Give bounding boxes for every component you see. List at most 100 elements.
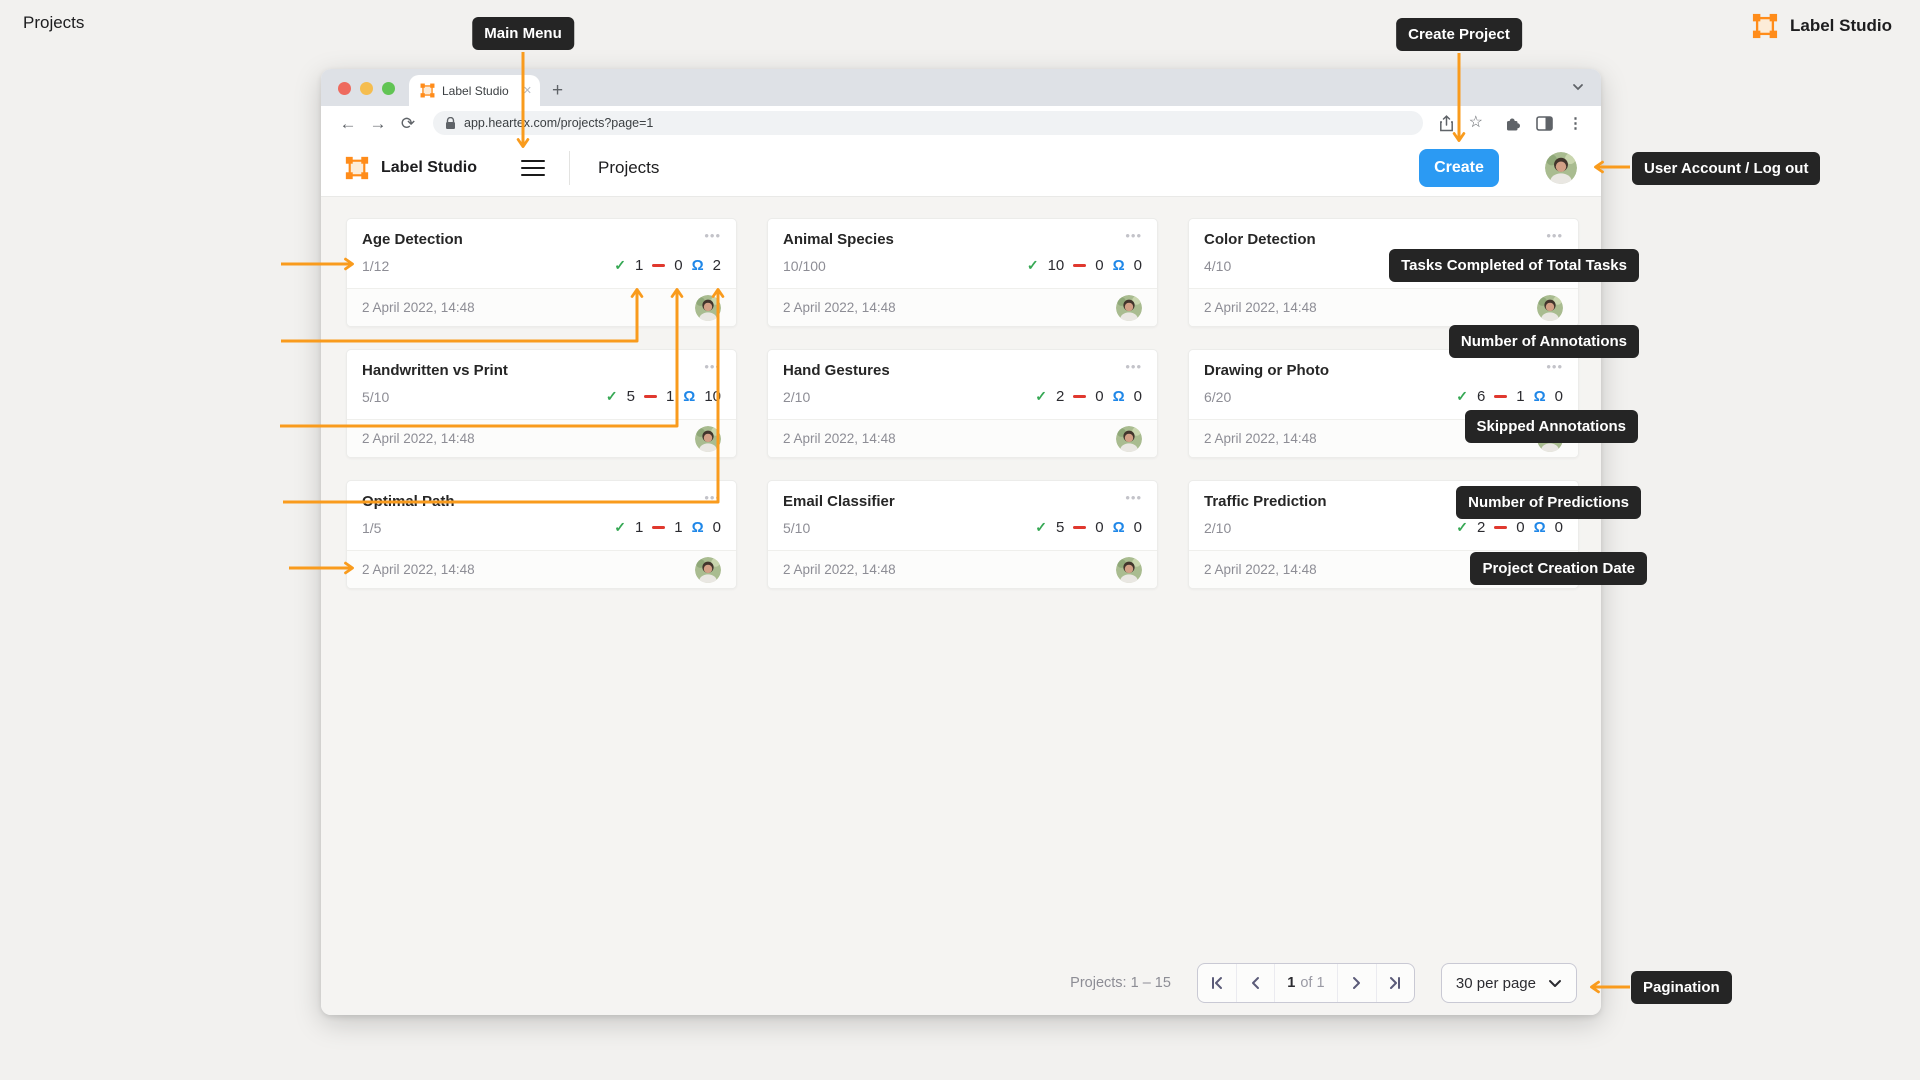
close-window-icon[interactable] [338,82,351,95]
previous-page-button[interactable] [1235,964,1274,1002]
new-tab-button[interactable]: + [552,80,564,101]
chevron-down-icon [1549,979,1561,987]
project-card[interactable]: Animal Species ••• 10/100 ✓ 10 0 Ω 0 [767,218,1158,327]
browser-tab[interactable]: Label Studio ✕ [409,75,540,106]
project-avatar [695,294,721,321]
card-menu-icon[interactable]: ••• [1546,228,1563,243]
browser-toolbar: ← → ⟳ app.heartex.com/projects?page=1 ☆ … [321,106,1601,140]
brand: Label Studio [1752,13,1892,39]
project-card[interactable]: Age Detection ••• 1/12 ✓ 1 0 Ω 2 2 A [346,218,737,327]
browser-menu-kebab-icon[interactable]: ⋮ [1568,114,1583,132]
skipped-minus-icon [1073,395,1087,398]
back-button[interactable]: ← [339,113,357,133]
extensions-puzzle-icon[interactable] [1504,115,1521,132]
project-avatar [1116,294,1142,321]
skipped-minus-icon [643,395,657,398]
predictions-count: 0 [1133,519,1142,536]
project-title: Drawing or Photo [1204,362,1329,379]
tab-search-chevron-icon[interactable] [1571,80,1585,94]
project-creation-date: 2 April 2022, 14:48 [1204,562,1317,577]
card-menu-icon[interactable]: ••• [1125,490,1142,505]
refresh-button[interactable]: ⟳ [400,113,416,133]
card-menu-icon[interactable]: ••• [1546,359,1563,374]
project-creation-date: 2 April 2022, 14:48 [783,431,896,446]
project-creation-date: 2 April 2022, 14:48 [1204,300,1317,315]
side-panel-icon[interactable] [1536,115,1553,131]
predictions-count: 2 [712,257,721,274]
brand-name: Label Studio [1790,16,1892,35]
url-bar[interactable]: app.heartex.com/projects?page=1 [433,111,1423,135]
window-controls[interactable] [338,82,395,95]
skipped-count: 0 [1095,519,1104,536]
callout-main-menu: Main Menu [472,17,574,50]
per-page-value: 30 per page [1455,974,1536,992]
next-page-button[interactable] [1338,964,1376,1002]
skipped-minus-icon [1494,526,1508,529]
skipped-minus-icon [1494,395,1508,398]
user-avatar[interactable] [1545,152,1577,184]
predictions-count: 0 [1554,519,1563,536]
lock-icon [446,116,455,129]
annotations-check-icon: ✓ [1035,519,1047,535]
project-title: Handwritten vs Print [362,362,508,379]
label-studio-logo-icon [345,156,369,180]
predictions-count: 0 [1554,388,1563,405]
last-page-button[interactable] [1375,964,1414,1002]
project-creation-date: 2 April 2022, 14:48 [783,300,896,315]
project-card[interactable]: Optimal Path ••• 1/5 ✓ 1 1 Ω 0 2 Apr [346,480,737,589]
callout-user-account: User Account / Log out [1632,152,1821,185]
tasks-progress: 4/10 [1204,257,1232,274]
current-page: 1 [1287,975,1296,991]
projects-range: Projects: 1 – 15 [1070,975,1171,991]
annotations-check-icon: ✓ [614,519,626,535]
card-menu-icon[interactable]: ••• [1125,359,1142,374]
project-title: Hand Gestures [783,362,890,379]
annotations-count: 2 [1476,519,1486,536]
tasks-progress: 1/5 [362,519,382,536]
pagination-bar: Projects: 1 – 15 1 of 1 30 per page [321,951,1601,1015]
predictions-bulb-icon: Ω [691,257,704,274]
first-page-button[interactable] [1198,964,1236,1002]
app-header: Label Studio Projects Create [321,140,1601,197]
page-indicator: 1 of 1 [1273,964,1338,1002]
card-menu-icon[interactable]: ••• [704,490,721,505]
callout-tasks-completed: Tasks Completed of Total Tasks [1389,249,1639,282]
predictions-count: 0 [1133,388,1142,405]
skipped-count: 0 [1095,388,1104,405]
url-text: app.heartex.com/projects?page=1 [464,116,654,130]
card-menu-icon[interactable]: ••• [704,228,721,243]
tab-favicon [420,83,435,98]
project-avatar [1537,294,1563,321]
projects-grid: Age Detection ••• 1/12 ✓ 1 0 Ω 2 2 A [321,197,1601,951]
predictions-bulb-icon: Ω [683,388,696,405]
project-card[interactable]: Email Classifier ••• 5/10 ✓ 5 0 Ω 0 [767,480,1158,589]
annotations-check-icon: ✓ [1026,257,1039,273]
tab-close-icon[interactable]: ✕ [522,85,532,97]
page-title: Projects [23,13,85,32]
card-menu-icon[interactable]: ••• [1125,228,1142,243]
bookmark-star-icon[interactable]: ☆ [1468,114,1483,131]
maximize-window-icon[interactable] [382,82,395,95]
skipped-count: 0 [1095,257,1104,274]
skipped-minus-icon [1073,264,1087,267]
card-menu-icon[interactable]: ••• [704,359,721,374]
callout-creation-date: Project Creation Date [1470,552,1647,585]
project-card[interactable]: Hand Gestures ••• 2/10 ✓ 2 0 Ω 0 2 A [767,349,1158,458]
project-card[interactable]: Handwritten vs Print ••• 5/10 ✓ 5 1 Ω 10 [346,349,737,458]
tasks-progress: 5/10 [783,519,811,536]
tasks-progress: 10/100 [783,257,826,274]
page-of-total: of 1 [1300,975,1325,991]
callout-create-project: Create Project [1396,18,1522,51]
share-icon[interactable] [1439,114,1454,132]
per-page-dropdown[interactable]: 30 per page [1440,963,1577,1003]
create-project-button[interactable]: Create [1419,149,1499,187]
predictions-count: 10 [704,388,721,405]
skipped-count: 0 [1516,519,1525,536]
minimize-window-icon[interactable] [360,82,373,95]
project-creation-date: 2 April 2022, 14:48 [362,300,475,315]
forward-button[interactable]: → [369,113,387,133]
predictions-count: 0 [1133,257,1142,274]
project-title: Animal Species [783,231,894,248]
annotations-count: 5 [1055,519,1065,536]
main-menu-hamburger-icon[interactable] [521,159,545,177]
